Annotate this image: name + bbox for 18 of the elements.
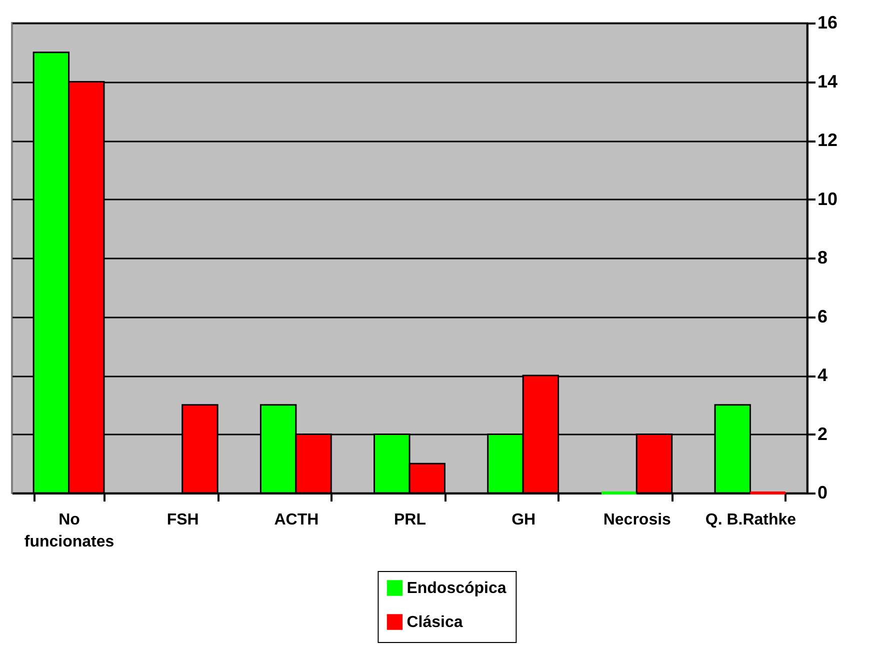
y-tick-label: 2 (818, 424, 828, 444)
y-tick-label: 0 (818, 482, 828, 502)
y-tick-label: 14 (818, 71, 838, 92)
x-tick-label: ACTH (274, 512, 319, 528)
x-tick-label: PRL (394, 512, 426, 528)
y-tick-label: 8 (818, 248, 828, 268)
y-tick-label: 4 (818, 365, 828, 385)
x-tick-label: Necrosis (603, 512, 672, 528)
y-tick-label: 6 (818, 306, 828, 326)
y-tick-label: 10 (818, 188, 838, 209)
legend-label: Clásica (406, 614, 463, 631)
y-tick-label: 16 (818, 12, 838, 32)
x-tick-label: No funcionates (24, 512, 114, 550)
y-tick-label: 12 (818, 130, 838, 150)
x-tick-label: Q. B.Rathke (705, 512, 796, 528)
legend-label: Endoscópica (406, 580, 506, 597)
x-tick-label: GH (512, 512, 536, 528)
x-tick-label: FSH (166, 512, 199, 528)
